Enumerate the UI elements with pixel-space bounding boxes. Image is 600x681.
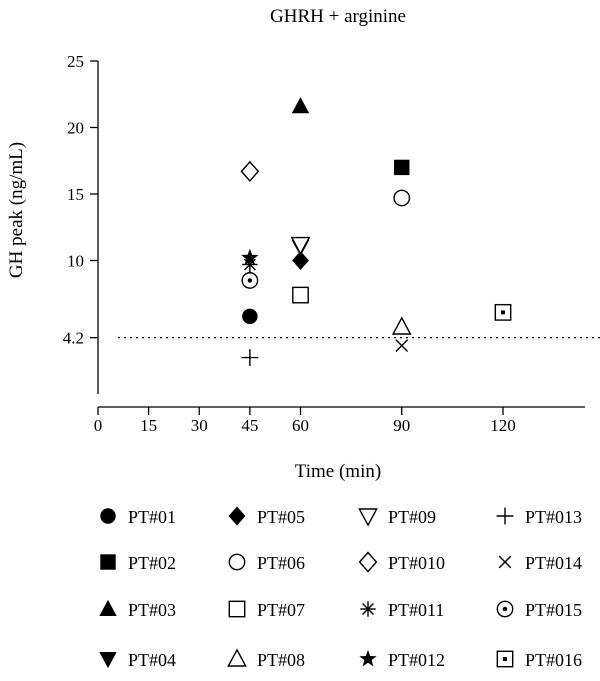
legend-marker [99, 599, 117, 616]
point-pt013 [241, 349, 259, 366]
point-pt012 [241, 248, 259, 266]
point-pt07 [292, 286, 309, 304]
y-tick-label: 4.2 [63, 329, 84, 348]
legend-item-pt016: PT#016 [496, 650, 582, 670]
legend-label: PT#010 [388, 553, 445, 573]
legend-label: PT#09 [388, 507, 436, 527]
x-tick-label: 30 [191, 416, 208, 435]
legend-item-pt01: PT#01 [100, 507, 176, 527]
point-pt01 [242, 308, 258, 325]
legend-item-pt012: PT#012 [359, 649, 445, 670]
y-tick-label: 10 [67, 252, 84, 271]
x-tick-label: 45 [241, 416, 258, 435]
chart-title: GHRH + arginine [270, 6, 406, 27]
legend-label: PT#013 [525, 507, 582, 527]
legend-label: PT#07 [257, 600, 305, 620]
legend-item-pt015: PT#015 [496, 600, 582, 620]
point-pt05 [292, 250, 309, 271]
legend-item-pt011: PT#011 [360, 600, 444, 620]
legend-label: PT#016 [525, 650, 582, 670]
y-tick-label: 15 [67, 185, 84, 204]
x-tick-label: 15 [140, 416, 157, 435]
legend-label: PT#03 [128, 600, 176, 620]
legend-marker [496, 600, 514, 618]
y-tick-label: 20 [67, 119, 84, 138]
legend-label: PT#011 [388, 600, 444, 620]
legend-marker [228, 600, 246, 618]
x-tick-label: 60 [292, 416, 309, 435]
y-axis-title: GH peak (ng/mL) [6, 142, 27, 278]
point-pt03 [291, 97, 310, 114]
legend-item-pt02: PT#02 [100, 553, 176, 573]
legend-item-pt09: PT#09 [358, 507, 436, 527]
data-points [240, 97, 512, 366]
legend-marker [358, 551, 378, 573]
legend-item-pt013: PT#013 [496, 507, 582, 527]
legend-marker [99, 652, 117, 669]
legend-item-pt06: PT#06 [228, 553, 305, 573]
x-axis-title: Time (min) [295, 461, 381, 482]
x-tick-label: 90 [393, 416, 410, 435]
legend-item-pt08: PT#08 [227, 648, 305, 670]
y-axis: 4.2 10 15 20 25 [63, 52, 99, 394]
legend-marker [228, 506, 246, 526]
legend-label: PT#014 [525, 553, 582, 573]
legend-marker [360, 601, 376, 617]
x-tick-label: 0 [94, 416, 103, 435]
legend-label: PT#02 [128, 553, 176, 573]
point-pt06 [393, 189, 411, 207]
legend-marker [358, 508, 378, 527]
x-tick-label: 120 [490, 416, 516, 435]
point-pt010 [240, 160, 260, 182]
legend-item-pt010: PT#010 [358, 551, 445, 573]
legend-marker [100, 554, 116, 570]
legend-label: PT#08 [257, 650, 305, 670]
legend-label: PT#04 [128, 650, 176, 670]
legend-label: PT#012 [388, 650, 445, 670]
legend-label: PT#01 [128, 507, 176, 527]
point-pt09 [290, 236, 311, 256]
legend-item-pt014: PT#014 [498, 553, 582, 573]
point-pt015 [241, 272, 259, 289]
legend-item-pt03: PT#03 [99, 599, 176, 620]
legend-marker [227, 648, 247, 667]
legend-marker [496, 507, 514, 525]
legend-marker [100, 508, 116, 524]
point-pt014 [395, 339, 409, 352]
point-pt016 [494, 303, 512, 321]
legend-item-pt05: PT#05 [228, 506, 305, 527]
point-pt08 [391, 316, 412, 335]
legend-marker [498, 555, 512, 569]
legend-label: PT#015 [525, 600, 582, 620]
legend-marker [228, 553, 246, 571]
x-axis: 0 15 30 45 60 90 120 [94, 406, 585, 435]
y-tick-label: 25 [67, 52, 84, 71]
legend: PT#01 PT#02 PT#03 PT#04 PT#05 PT#06 PT#07 PT#08… [99, 506, 582, 670]
legend-item-pt07: PT#07 [228, 600, 305, 620]
legend-label: PT#06 [257, 553, 305, 573]
legend-marker [496, 650, 514, 668]
legend-marker [359, 649, 377, 667]
point-pt02 [394, 159, 410, 176]
legend-label: PT#05 [257, 507, 305, 527]
legend-item-pt04: PT#04 [99, 650, 176, 670]
